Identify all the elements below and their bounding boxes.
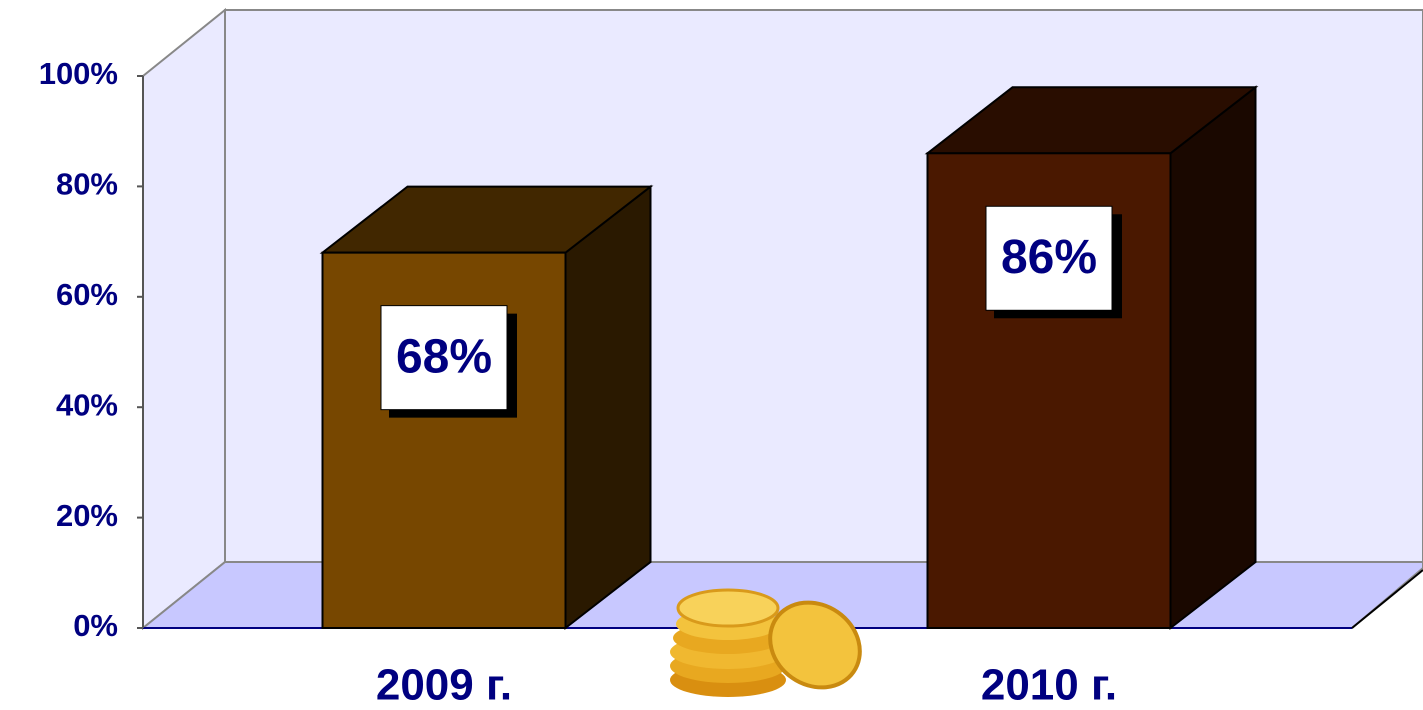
floor-edge <box>1351 569 1423 629</box>
x-tick-label: 2010 г. <box>981 661 1117 710</box>
bar-side <box>564 184 652 631</box>
bars: 68% 86% <box>319 85 1259 631</box>
value-label: 68% <box>396 330 492 383</box>
value-label: 86% <box>1001 231 1097 284</box>
y-tick-label: 60% <box>56 277 118 312</box>
label-box <box>985 205 1113 311</box>
bar-group: 68% <box>319 184 654 631</box>
x-tick-label: 2009 г. <box>376 661 512 710</box>
y-tick-label: 20% <box>56 498 118 533</box>
y-tick-label: 80% <box>56 167 118 202</box>
y-tick-label: 40% <box>56 387 118 422</box>
side-wall <box>142 7 226 631</box>
label-box <box>380 305 508 411</box>
bar-side <box>1169 85 1257 631</box>
y-tick-label: 0% <box>73 608 118 643</box>
coins-icon <box>670 588 862 697</box>
y-tick-label: 100% <box>39 56 118 91</box>
bar-group: 86% <box>924 85 1259 631</box>
